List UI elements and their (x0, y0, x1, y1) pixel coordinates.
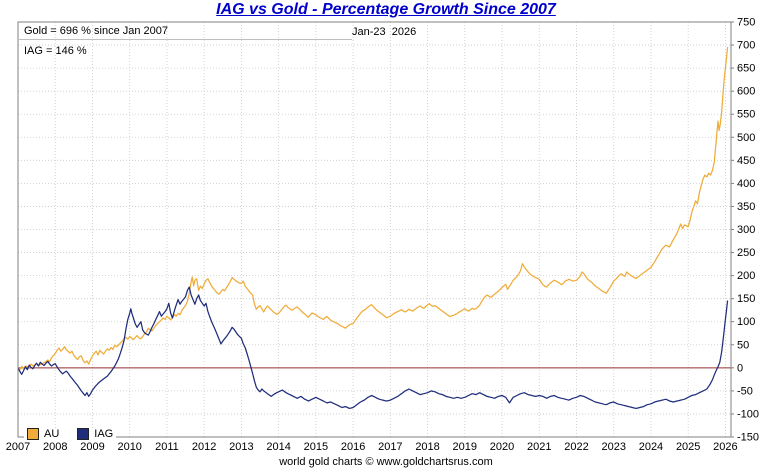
svg-text:400: 400 (737, 178, 755, 190)
svg-text:-100: -100 (737, 408, 759, 420)
svg-text:-50: -50 (737, 385, 753, 397)
svg-text:450: 450 (737, 155, 755, 167)
svg-text:2023: 2023 (601, 441, 625, 453)
svg-text:750: 750 (737, 17, 755, 29)
svg-text:2008: 2008 (43, 441, 67, 453)
svg-text:2011: 2011 (155, 441, 179, 453)
svg-text:150: 150 (737, 293, 755, 305)
svg-text:350: 350 (737, 201, 755, 213)
gold-annotation: Gold = 696 % since Jan 2007 (24, 25, 169, 37)
au-legend-swatch (27, 428, 39, 440)
iag-legend-swatch (77, 428, 90, 440)
svg-text:2012: 2012 (192, 441, 216, 453)
svg-text:2020: 2020 (490, 441, 514, 453)
svg-text:2015: 2015 (304, 441, 328, 453)
svg-text:2024: 2024 (639, 441, 663, 453)
svg-text:500: 500 (737, 132, 755, 144)
svg-text:0: 0 (737, 362, 743, 374)
svg-text:300: 300 (737, 224, 755, 236)
svg-text:2018: 2018 (415, 441, 439, 453)
copyright-text: world gold charts © www.goldchartsrus.co… (279, 456, 493, 468)
svg-text:550: 550 (737, 109, 755, 121)
svg-text:2016: 2016 (341, 441, 365, 453)
svg-text:650: 650 (737, 63, 755, 75)
svg-text:2019: 2019 (453, 441, 477, 453)
au-legend-label: AU (44, 428, 60, 440)
iag-annotation: IAG = 146 % (24, 45, 87, 57)
svg-text:2025: 2025 (676, 441, 700, 453)
iag-legend-label: IAG (94, 428, 114, 440)
svg-text:100: 100 (737, 316, 755, 328)
legend: AU IAG (24, 428, 117, 440)
svg-text:2013: 2013 (229, 441, 253, 453)
svg-text:2017: 2017 (378, 441, 402, 453)
svg-text:600: 600 (737, 86, 755, 98)
chart-title: IAG vs Gold - Percentage Growth Since 20… (216, 1, 556, 18)
svg-text:2014: 2014 (266, 441, 290, 453)
svg-text:250: 250 (737, 247, 755, 259)
svg-text:700: 700 (737, 40, 755, 52)
date-label: Jan-23 2026 (352, 26, 417, 38)
svg-text:2007: 2007 (6, 441, 30, 453)
svg-text:-150: -150 (737, 432, 759, 444)
svg-text:2009: 2009 (80, 441, 104, 453)
svg-text:2026: 2026 (713, 441, 737, 453)
svg-text:2010: 2010 (117, 441, 141, 453)
svg-text:2021: 2021 (527, 441, 551, 453)
svg-text:200: 200 (737, 270, 755, 282)
svg-text:50: 50 (737, 339, 749, 351)
svg-text:2022: 2022 (564, 441, 588, 453)
